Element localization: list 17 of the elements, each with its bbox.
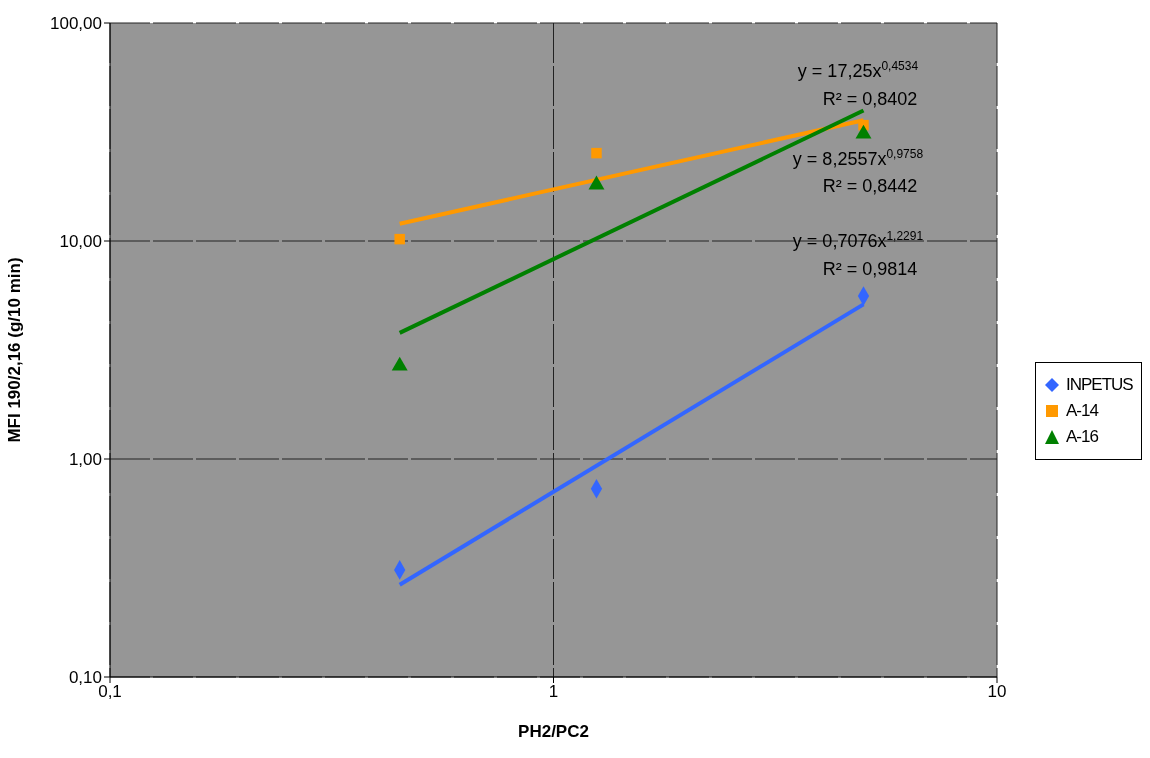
annotation: y = 17,25x$^{0,4534}$ bbox=[797, 59, 919, 81]
x-tick-label: 0,1 bbox=[98, 682, 122, 702]
annotation: R² = 0,9814 bbox=[822, 259, 918, 279]
legend-label: INPETUS bbox=[1066, 375, 1133, 395]
annotation: R² = 0,8402 bbox=[822, 89, 918, 109]
y-tick-label: 10,00 bbox=[59, 232, 102, 252]
annotation: y = 8,2557x$^{0,9758}$ bbox=[792, 147, 924, 169]
legend-label: A-14 bbox=[1066, 401, 1098, 421]
x-tick-label: 10 bbox=[987, 682, 1007, 702]
y-tick-label: 1,00 bbox=[68, 450, 102, 470]
x-tick-label: 1 bbox=[548, 682, 559, 702]
annotation: R² = 0,8442 bbox=[822, 176, 918, 196]
x-axis-title: PH2/PC2 bbox=[518, 722, 589, 741]
legend-label: A-16 bbox=[1066, 427, 1098, 447]
annotation: y = 0,7076x$^{1,2291}$ bbox=[792, 229, 924, 251]
y-tick-label: 100,00 bbox=[50, 14, 102, 34]
y-axis-title: MFI 190/2,16 (g/10 min) bbox=[5, 257, 25, 443]
